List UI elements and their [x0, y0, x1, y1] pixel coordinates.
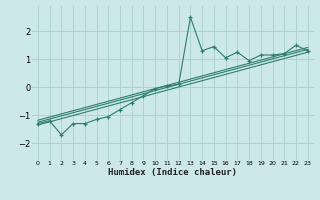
- X-axis label: Humidex (Indice chaleur): Humidex (Indice chaleur): [108, 168, 237, 177]
